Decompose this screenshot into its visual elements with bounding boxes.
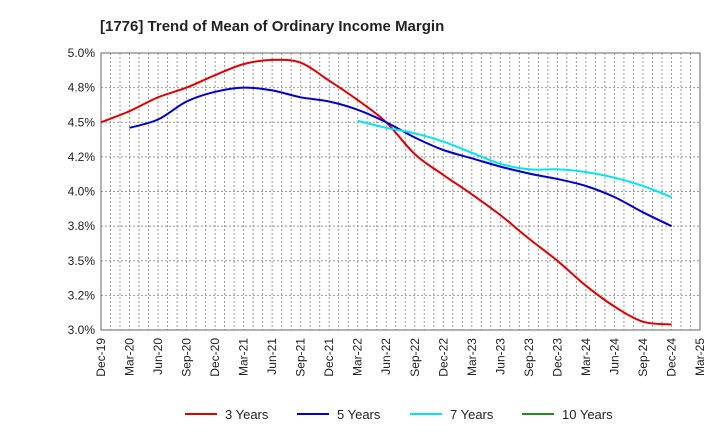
legend-label: 3 Years (225, 407, 269, 422)
y-tick-label: 4.8% (68, 81, 96, 95)
x-tick-label: Sep-22 (408, 338, 422, 377)
y-tick-label: 4.0% (68, 185, 96, 199)
y-tick-label: 4.5% (68, 115, 96, 129)
x-tick-label: Jun-24 (607, 338, 621, 375)
x-tick-label: Sep-24 (636, 338, 650, 377)
plot-border (100, 52, 701, 331)
y-tick-label: 3.8% (68, 219, 96, 233)
chart-title: [1776] Trend of Mean of Ordinary Income … (100, 18, 444, 35)
x-tick-label: Mar-22 (351, 338, 365, 376)
axes: 3.0% 3.2% 3.5% 3.8% 4.0% 4.2% 4.5% 4.8% 5.0% Dec-… (68, 46, 707, 377)
series-line-3 (357, 119, 672, 198)
x-tick-label: Mar-23 (465, 338, 479, 376)
x-tick-label: Dec-19 (94, 338, 108, 377)
x-tick-label: Jun-20 (151, 338, 165, 375)
legend-label: 5 Years (337, 407, 381, 422)
y-tick-label: 3.0% (68, 323, 96, 337)
x-tick-label: Dec-24 (664, 338, 678, 377)
x-tick-label: Jun-22 (379, 338, 393, 375)
legend: 3 Years 5 Years 7 Years 10 Years (185, 407, 613, 422)
grid (100, 52, 700, 331)
y-tick-label: 4.2% (68, 150, 96, 164)
x-tick-label: Dec-20 (208, 338, 222, 377)
x-tick-label: Mar-24 (579, 338, 593, 376)
x-tick-label: Dec-23 (550, 338, 564, 377)
series-lines (100, 58, 672, 326)
x-tick-label: Jun-23 (493, 338, 507, 375)
x-tick-label: Jun-21 (265, 338, 279, 375)
x-tick-label: Mar-25 (693, 338, 707, 376)
x-tick-label: Sep-21 (294, 338, 308, 377)
x-tick-label: Mar-21 (237, 338, 251, 376)
x-tick-label: Sep-20 (180, 338, 194, 377)
legend-label: 10 Years (562, 407, 613, 422)
x-tick-label: Dec-22 (436, 338, 450, 377)
x-tick-label: Sep-23 (522, 338, 536, 377)
y-tick-label: 5.0% (68, 46, 96, 60)
y-tick-label: 3.5% (68, 254, 96, 268)
x-tick-label: Dec-21 (322, 338, 336, 377)
y-tick-label: 3.2% (68, 288, 96, 302)
x-tick-label: Mar-20 (123, 338, 137, 376)
legend-label: 7 Years (450, 407, 494, 422)
